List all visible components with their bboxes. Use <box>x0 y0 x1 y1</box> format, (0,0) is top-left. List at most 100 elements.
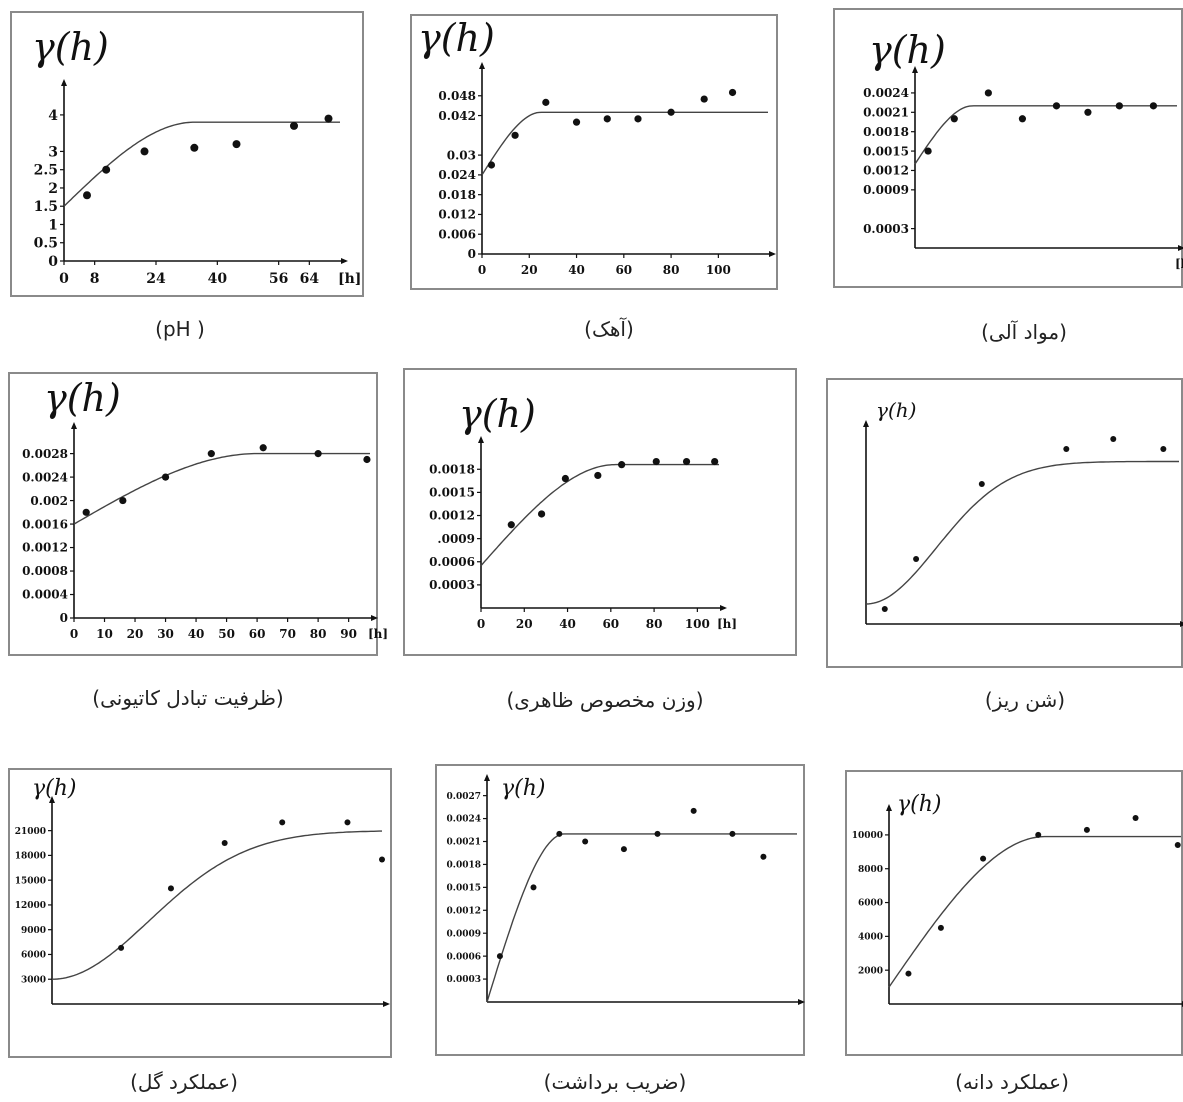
data-point <box>496 953 503 960</box>
chart-panel-vazn: 0.0003 0.0006 .0009 0.0012 0.0015 0.0018 0 20 40… <box>403 368 797 656</box>
data-point <box>1160 446 1167 452</box>
y-tick-label: 0 <box>60 611 68 625</box>
chart-caption-ph: (pH ) <box>155 317 205 341</box>
chart-svg: 0 0.0004 0.0008 0.0012 0.0016 0.002 0.0024 0.00… <box>22 422 388 641</box>
chart-caption-ahak: (آهک) <box>584 317 634 341</box>
y-tick-label: 4000 <box>858 933 883 943</box>
y-axis-label: γ(h) <box>32 776 77 801</box>
x-axis-arrow <box>341 258 348 264</box>
chart-svg: 2000 4000 6000 8000 10000 <box>852 804 1183 1007</box>
y-tick-label: 0.048 <box>438 89 476 103</box>
y-tick-label: 0.0008 <box>22 564 68 578</box>
x-tick-label: 0 <box>59 271 69 287</box>
data-point <box>1083 826 1090 833</box>
y-tick-label: 0.0012 <box>863 164 909 178</box>
y-tick-label: 1.5 <box>34 199 58 215</box>
chart-panel-daneh: 2000 4000 6000 8000 10000 γ(h) <box>845 770 1183 1056</box>
data-point <box>634 115 642 123</box>
data-point <box>314 450 322 458</box>
x-tick-label: 60 <box>615 263 632 277</box>
x-axis-label: [h] <box>717 617 737 631</box>
data-point <box>620 846 627 853</box>
chart-caption-zarib: (ضریب برداشت) <box>543 1070 687 1094</box>
x-axis-arrow <box>1178 245 1183 251</box>
data-point <box>654 830 661 837</box>
x-tick-label: 20 <box>516 617 533 631</box>
x-tick-label: 40 <box>559 617 576 631</box>
y-axis-arrow <box>912 66 918 73</box>
data-point <box>344 819 351 826</box>
x-tick-label: 40 <box>188 627 205 641</box>
y-axis-label: γ(h) <box>44 376 121 420</box>
y-tick-label: 0.0012 <box>447 906 481 916</box>
x-tick-label: 8 <box>90 271 100 287</box>
x-tick-label: 40 <box>208 271 228 287</box>
data-point <box>537 510 546 518</box>
y-tick-label: 0.0018 <box>863 125 909 139</box>
x-axis-arrow <box>769 251 776 257</box>
data-point <box>700 95 708 103</box>
x-tick-label: 100 <box>706 263 731 277</box>
chart-panel-cec: 0 0.0004 0.0008 0.0012 0.0016 0.002 0.0024 0.00… <box>8 372 388 656</box>
model-curve <box>481 111 768 176</box>
y-tick-label: 15000 <box>15 876 46 886</box>
data-point <box>232 140 241 149</box>
y-axis-arrow <box>478 436 484 443</box>
data-point <box>1132 815 1139 821</box>
chart-svg <box>863 420 1183 627</box>
x-tick-label: 0 <box>478 263 486 277</box>
data-point <box>324 114 333 123</box>
y-tick-label: 0.012 <box>438 208 476 222</box>
y-tick-label: 0.0015 <box>863 144 909 158</box>
data-point <box>1174 842 1181 849</box>
data-point <box>728 88 737 97</box>
data-point <box>530 884 537 891</box>
data-point <box>1035 831 1042 838</box>
data-point <box>980 855 987 862</box>
y-tick-label: 0.0021 <box>447 838 481 848</box>
chart-caption-shen: (شن ریز) <box>984 688 1066 712</box>
data-point <box>1115 102 1123 110</box>
data-point <box>221 840 228 847</box>
y-axis-arrow <box>49 796 55 803</box>
data-point <box>119 496 127 505</box>
y-tick-label: 0.0004 <box>22 588 68 602</box>
data-point <box>913 556 920 562</box>
y-axis-label: γ(h) <box>876 398 917 422</box>
y-tick-label: 0.0012 <box>429 509 475 523</box>
x-tick-label: 60 <box>602 617 619 631</box>
x-tick-label: 10 <box>96 627 113 641</box>
data-point <box>1084 108 1092 116</box>
y-tick-label: 0.0015 <box>447 884 481 894</box>
y-axis-label: γ(h) <box>897 792 942 817</box>
data-point <box>881 606 888 612</box>
chart-panel-shen: γ(h) <box>826 378 1183 668</box>
y-tick-label: 0.03 <box>447 148 476 162</box>
y-tick-label: 0.0015 <box>429 486 475 500</box>
x-axis-arrow <box>720 605 727 611</box>
y-tick-label: 0.002 <box>30 494 68 508</box>
y-axis-label: γ(h) <box>869 28 946 72</box>
y-tick-label: 0.0006 <box>429 555 475 569</box>
chart-caption-vazn: (وزن مخصوص ظاهری) <box>506 688 704 712</box>
model-curve <box>865 460 1179 605</box>
x-tick-label: 56 <box>269 271 288 287</box>
data-point <box>924 147 932 155</box>
data-point <box>652 457 660 466</box>
y-tick-label: 0.0024 <box>863 86 909 100</box>
x-tick-label: 80 <box>310 627 327 641</box>
y-tick-label: 4 <box>48 108 58 124</box>
data-point <box>1149 102 1158 110</box>
data-point <box>572 118 581 126</box>
data-point <box>1063 446 1070 452</box>
model-curve <box>888 835 1181 988</box>
data-point <box>561 474 569 483</box>
y-tick-label: 10000 <box>852 831 883 841</box>
model-curve <box>914 105 1177 165</box>
y-tick-label: 6000 <box>21 951 46 961</box>
model-curve <box>486 833 797 1003</box>
data-point <box>259 444 267 452</box>
y-tick-label: 0.024 <box>438 168 476 182</box>
x-tick-label: 20 <box>521 263 538 277</box>
chart-panel-ahak: 0 0.006 0.012 0.018 0.024 0.03 0.042 0.048 0 20 40… <box>410 14 778 290</box>
